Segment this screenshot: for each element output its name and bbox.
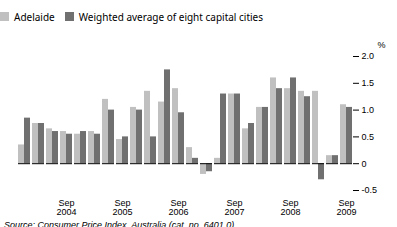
svg-text:-0.5: -0.5 <box>362 185 378 195</box>
svg-text:1.5: 1.5 <box>362 78 375 88</box>
svg-text:Sep2009: Sep2009 <box>336 198 356 217</box>
svg-text:Sep2005: Sep2005 <box>112 198 132 217</box>
svg-text:2.0: 2.0 <box>362 51 375 61</box>
svg-text:Sep2004: Sep2004 <box>56 198 76 217</box>
html-text:Weighted average of eight capi: Weighted average of eight capital cities <box>78 9 264 24</box>
svg-text:Sep2008: Sep2008 <box>280 198 300 217</box>
svg-text:1.0: 1.0 <box>362 105 375 115</box>
svg-text:%: % <box>377 40 385 50</box>
html-text:Adelaide: Adelaide <box>14 9 55 24</box>
svg-text:Sep2006: Sep2006 <box>168 198 188 217</box>
svg-text:0.5: 0.5 <box>362 132 375 142</box>
svg-text:0: 0 <box>362 159 367 169</box>
svg-text:Sep2007: Sep2007 <box>224 198 244 217</box>
